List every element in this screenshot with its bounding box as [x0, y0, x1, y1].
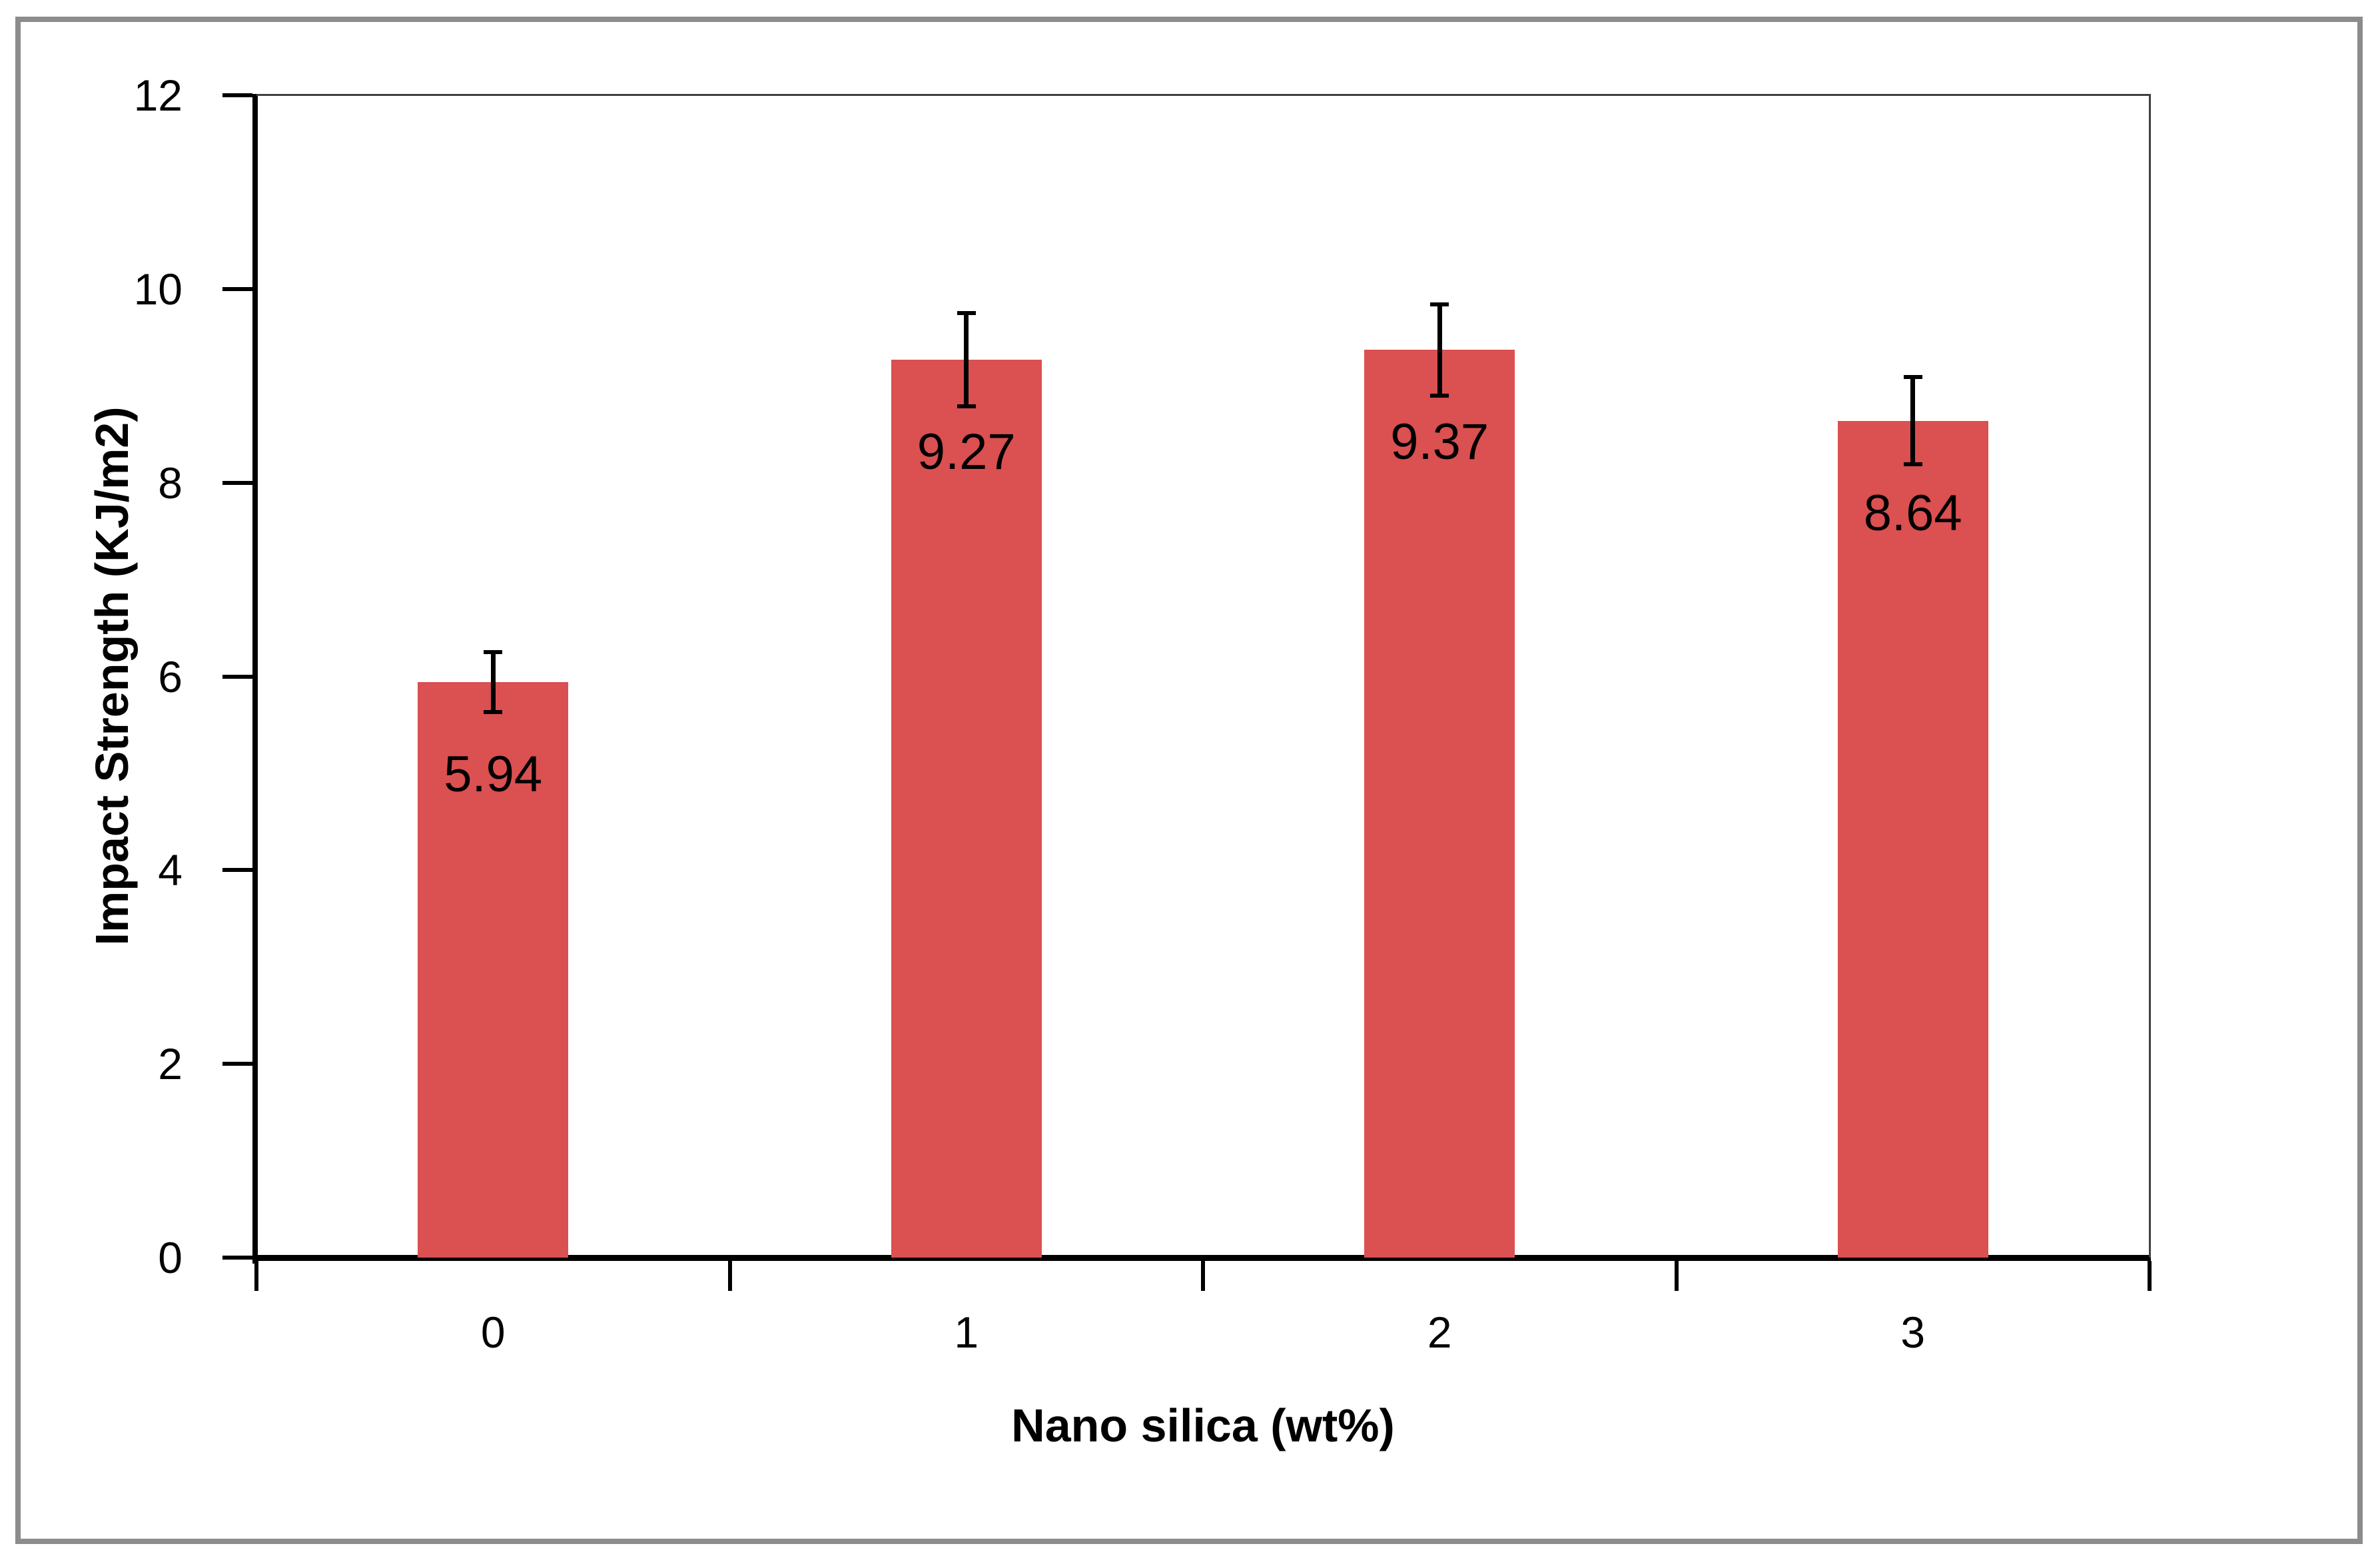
error-bar-top-cap	[484, 650, 503, 655]
bar-value-label: 9.27	[917, 423, 1016, 480]
error-bar-top-cap	[957, 311, 976, 316]
x-tick	[254, 1261, 258, 1291]
y-tick-label: 2	[158, 1039, 183, 1089]
bar-value-label: 5.94	[444, 746, 543, 803]
error-bar-line	[964, 313, 969, 406]
x-axis-title: Nano silica (wt%)	[1011, 1399, 1395, 1451]
y-tick-label: 6	[158, 651, 183, 701]
error-bar-top-cap	[1430, 302, 1449, 307]
plot-top-border	[256, 94, 2150, 96]
y-tick-label: 8	[158, 458, 183, 508]
x-tick	[727, 1261, 732, 1291]
bar	[1837, 420, 1988, 1258]
bar-value-label: 8.64	[1863, 484, 1962, 542]
y-tick	[222, 93, 252, 97]
y-tick	[222, 480, 252, 485]
chart-outer-frame	[15, 17, 2363, 1544]
y-axis-line	[252, 94, 258, 1264]
y-tick-label: 4	[158, 845, 183, 895]
y-tick	[222, 868, 252, 873]
x-tick	[1674, 1261, 1679, 1291]
error-bar-line	[1910, 377, 1916, 465]
error-bar-bottom-cap	[484, 710, 503, 715]
bar	[1364, 350, 1515, 1258]
y-tick-label: 12	[133, 71, 183, 120]
bar	[891, 359, 1042, 1258]
error-bar-top-cap	[1903, 375, 1922, 380]
error-bar-bottom-cap	[957, 404, 976, 408]
y-tick	[222, 1062, 252, 1066]
x-tick	[2148, 1261, 2152, 1291]
error-bar-line	[1437, 304, 1442, 396]
y-tick	[222, 1256, 252, 1260]
bar-value-label: 9.37	[1390, 414, 1489, 471]
y-tick-label: 10	[133, 264, 183, 314]
x-tick-label: 0	[480, 1308, 506, 1357]
bar	[418, 682, 569, 1258]
x-tick-label: 2	[1427, 1308, 1452, 1357]
error-bar-line	[490, 652, 496, 713]
plot-right-border	[2149, 94, 2151, 1258]
x-tick-label: 3	[1900, 1308, 1926, 1357]
x-tick-label: 1	[954, 1308, 979, 1357]
x-axis-line	[252, 1255, 2151, 1261]
y-tick	[222, 674, 252, 679]
error-bar-bottom-cap	[1430, 393, 1449, 398]
error-bar-bottom-cap	[1903, 462, 1922, 467]
x-tick	[1201, 1261, 1205, 1291]
y-tick-label: 0	[158, 1233, 183, 1282]
y-tick	[222, 286, 252, 291]
